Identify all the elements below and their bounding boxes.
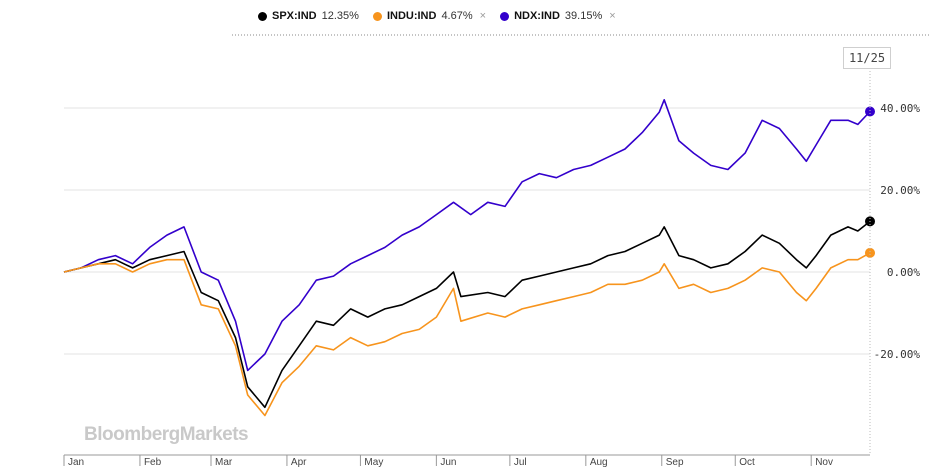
x-tick-label: Jun <box>440 457 456 468</box>
legend-change-spx: 12.35% <box>321 10 359 22</box>
remove-indu-icon[interactable]: × <box>479 10 487 22</box>
legend-item-ndx[interactable]: NDX:IND 39.15% × <box>500 10 616 22</box>
x-tick-label: Oct <box>739 457 755 468</box>
legend-name-spx: SPX:IND <box>272 10 317 22</box>
series-line-indu <box>63 252 871 417</box>
x-tick-label: Mar <box>215 457 233 468</box>
legend-name-indu: INDU:IND <box>386 10 437 22</box>
y-tick-label: -20.00% <box>874 348 921 361</box>
bloomberg-markets-logo: BloombergMarkets <box>84 424 249 445</box>
x-tick-label: Nov <box>815 457 833 468</box>
legend-change-ndx: 39.15% <box>564 10 603 22</box>
y-tick-label: 20.00% <box>880 184 920 197</box>
x-tick-label: May <box>364 457 383 468</box>
series-line-ndx <box>63 99 871 372</box>
x-tick-label: Apr <box>291 457 307 468</box>
legend-dot-ndx <box>500 11 510 21</box>
legend-item-indu[interactable]: INDU:IND 4.67% × <box>372 10 487 22</box>
x-tick-label: Jul <box>514 457 527 468</box>
x-tick-label: Feb <box>144 457 162 468</box>
current-date-badge: 11/25 <box>843 47 891 69</box>
series-end-marker-ndx[interactable] <box>865 106 875 117</box>
legend-dot-indu <box>372 11 382 21</box>
x-tick-label: Jan <box>68 457 84 468</box>
series-line-spx <box>63 220 871 409</box>
remove-ndx-icon[interactable]: × <box>609 10 616 22</box>
x-tick-label: Sep <box>666 457 684 468</box>
legend-name-ndx: NDX:IND <box>514 10 560 22</box>
x-tick-label: Aug <box>590 457 608 468</box>
legend: SPX:IND 12.35% INDU:IND 4.67% × NDX:IND … <box>258 10 616 22</box>
legend-change-indu: 4.67% <box>441 10 473 22</box>
y-tick-label: 40.00% <box>880 102 920 115</box>
series-end-marker-indu[interactable] <box>865 247 875 258</box>
legend-dot-spx <box>258 11 267 21</box>
legend-item-spx[interactable]: SPX:IND 12.35% <box>258 10 359 22</box>
y-tick-label: 0.00% <box>887 266 920 279</box>
